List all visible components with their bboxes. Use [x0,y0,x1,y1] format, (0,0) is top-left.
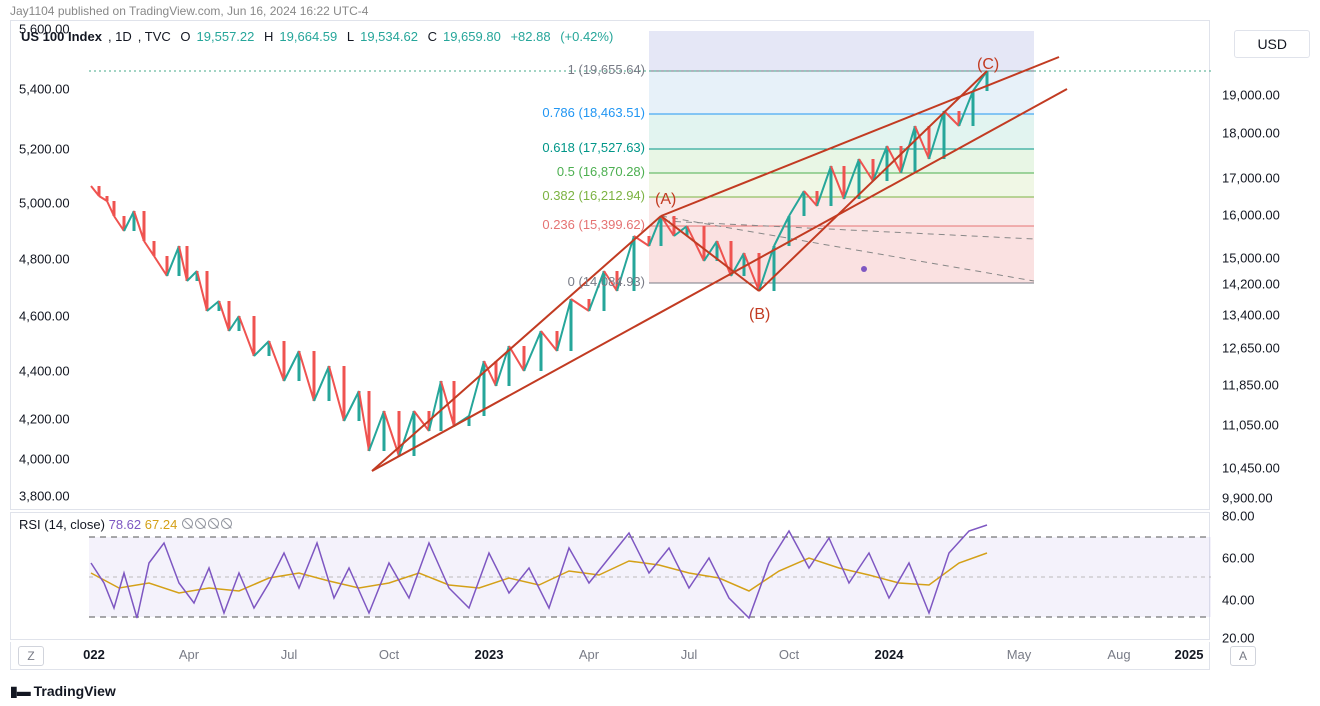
axis-label: 16,000.00 [1222,208,1280,223]
chart-svg [89,21,1211,511]
time-label: 2024 [875,647,904,662]
axis-label: 4,200.00 [19,412,70,427]
left-price-axis[interactable]: 5,600.005,400.005,200.005,000.004,800.00… [11,21,89,509]
time-label: Apr [579,647,599,662]
axis-label: 5,200.00 [19,142,70,157]
chart-legend: US 100 Index, 1D, TVC O19,557.22 H19,664… [21,29,619,44]
auto-scale-button[interactable]: A [1230,646,1256,666]
time-label: 2025 [1175,647,1204,662]
axis-label: 4,600.00 [19,309,70,324]
time-label: Apr [179,647,199,662]
time-label: 022 [83,647,105,662]
indicator-setting-icon[interactable] [195,518,206,529]
fib-level-label: 0.786 (18,463.51) [542,105,645,120]
axis-label: 11,050.00 [1222,418,1279,433]
fib-level-label: 0 (14,084.93) [568,274,645,289]
time-label: Oct [779,647,799,662]
time-label: Aug [1107,647,1130,662]
rsi-legend: RSI (14, close) 78.62 67.24 [19,517,233,532]
time-label: May [1007,647,1032,662]
axis-label: 10,450.00 [1222,461,1280,476]
axis-label: 9,900.00 [1222,491,1273,506]
axis-label: 60.00 [1222,551,1255,566]
fib-level-label: 0.5 (16,870.28) [557,164,645,179]
axis-label: 11,850.00 [1222,378,1279,393]
fib-level-label: 0.618 (17,527.63) [542,140,645,155]
axis-label: 14,200.00 [1222,277,1280,292]
axis-label: 5,000.00 [19,196,70,211]
axis-label: 12,650.00 [1222,341,1280,356]
fib-level-label: 0.382 (16,212.94) [542,188,645,203]
time-label: Oct [379,647,399,662]
wave-label: (A) [655,191,676,209]
axis-label: 17,000.00 [1222,171,1280,186]
indicator-setting-icon[interactable] [221,518,232,529]
time-label: Jul [281,647,298,662]
reset-zoom-button[interactable]: Z [18,646,44,666]
axis-label: 18,000.00 [1222,126,1280,141]
indicator-setting-icon[interactable] [182,518,193,529]
axis-label: 80.00 [1222,509,1255,524]
publish-header: Jay1104 published on TradingView.com, Ju… [10,4,368,18]
chart-plot-area[interactable]: 1 (19,655.64) 0.786 (18,463.51) 0.618 (17,… [89,21,1209,509]
rsi-pane[interactable]: RSI (14, close) 78.62 67.24 [10,512,1210,640]
axis-label: 19,000.00 [1222,88,1280,103]
indicator-setting-icon[interactable] [208,518,219,529]
time-axis[interactable]: 022 Apr Jul Oct 2023 Apr Jul Oct 2024 May Aug 2025 [10,642,1210,670]
wave-label: (B) [749,306,770,324]
axis-label: 5,400.00 [19,82,70,97]
axis-label: 4,000.00 [19,452,70,467]
wave-label: (C) [977,56,999,74]
fib-level-label: 0.236 (15,399.62) [542,217,645,232]
price-chart-pane[interactable]: US 100 Index, 1D, TVC O19,557.22 H19,664… [10,20,1210,510]
axis-label: 3,800.00 [19,489,70,504]
time-label: 2023 [475,647,504,662]
axis-label: 40.00 [1222,593,1255,608]
axis-label: 4,800.00 [19,252,70,267]
right-price-axis[interactable]: 19,000.00 18,000.00 17,000.00 16,000.00 15,0… [1212,20,1310,510]
rsi-axis[interactable]: 80.0060.0040.0020.00 [1212,512,1310,640]
axis-label: 15,000.00 [1222,251,1280,266]
fib-level-label: 1 (19,655.64) [568,62,645,77]
time-label: Jul [681,647,698,662]
rsi-svg [11,513,1211,641]
tradingview-logo: ▮▬ TradingView [10,683,116,700]
axis-label: 4,400.00 [19,364,70,379]
axis-label: 13,400.00 [1222,308,1280,323]
axis-label: 20.00 [1222,631,1255,646]
